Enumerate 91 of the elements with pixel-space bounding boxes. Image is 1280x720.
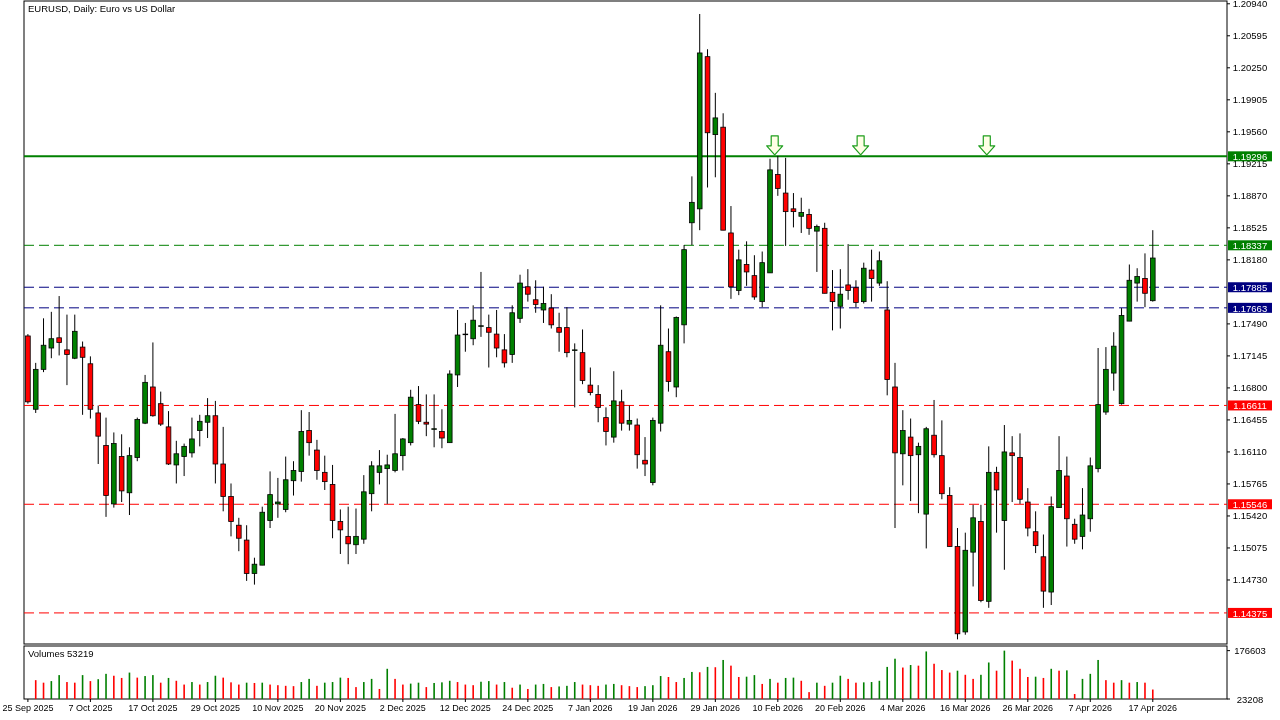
x-tick-label: 26 Mar 2026 xyxy=(1002,703,1054,713)
x-tick-label: 24 Dec 2025 xyxy=(502,703,554,713)
candlestick xyxy=(345,506,351,565)
candlestick xyxy=(337,508,344,555)
x-tick-label: 4 Mar 2026 xyxy=(880,703,926,713)
x-tick-label: 19 Jan 2026 xyxy=(628,703,678,713)
candlestick xyxy=(64,314,70,386)
x-tick-label: 2 Dec 2025 xyxy=(379,703,426,713)
y-tick-label: 1.15075 xyxy=(1232,542,1268,554)
y-tick-label: 23208 xyxy=(1236,693,1264,705)
y-tick-label: 1.15420 xyxy=(1232,510,1268,522)
candlestick xyxy=(236,517,242,552)
x-tick-label: 7 Apr 2026 xyxy=(1068,703,1113,713)
candlestick xyxy=(900,409,906,486)
y-tick-label: 1.19905 xyxy=(1232,94,1268,106)
candlestick xyxy=(775,155,781,197)
y-tick-label: 1.16110 xyxy=(1233,446,1267,458)
candlestick xyxy=(439,408,445,449)
y-tick-label: 1.20250 xyxy=(1232,62,1268,74)
ref-line-label: 1.18337 xyxy=(1232,239,1268,251)
y-tick-label: 1.17490 xyxy=(1232,318,1268,330)
x-tick-label: 20 Feb 2026 xyxy=(815,703,866,713)
x-tick-label: 29 Jan 2026 xyxy=(690,703,741,713)
candlestick xyxy=(751,254,758,301)
candlestick xyxy=(392,413,398,473)
ref-line-label: 1.14375 xyxy=(1232,607,1268,619)
candlestick xyxy=(353,508,359,555)
candlestick xyxy=(431,393,437,448)
candlestick xyxy=(400,437,406,471)
y-tick-label: 1.18525 xyxy=(1232,222,1268,234)
candlestick xyxy=(845,243,851,301)
y-tick-label: 1.18870 xyxy=(1232,190,1268,202)
candlestick xyxy=(384,454,390,505)
candlestick xyxy=(478,271,484,338)
y-tick-label: 1.16800 xyxy=(1232,382,1268,394)
candlestick xyxy=(306,411,312,457)
y-tick-label: 1.17145 xyxy=(1232,350,1268,362)
y-tick-label: 1.19560 xyxy=(1232,126,1268,138)
candlestick xyxy=(290,460,297,497)
candlestick xyxy=(56,295,62,356)
x-tick-label: 10 Feb 2026 xyxy=(752,703,804,713)
candlestick xyxy=(1009,435,1015,503)
candlestick xyxy=(470,304,476,346)
y-tick-label: 1.16455 xyxy=(1232,414,1268,426)
x-tick-label: 17 Apr 2026 xyxy=(1128,703,1178,713)
ref-line-label: 1.15546 xyxy=(1232,498,1268,510)
candlestick xyxy=(486,314,492,368)
y-tick-label: 176603 xyxy=(1234,645,1266,657)
x-tick-label: 16 Mar 2026 xyxy=(940,703,991,713)
ref-line-label: 1.17663 xyxy=(1232,302,1268,314)
x-tick-label: 17 Oct 2025 xyxy=(128,703,178,713)
y-tick-label: 1.14730 xyxy=(1232,574,1268,586)
candlestick xyxy=(1032,510,1039,554)
candlestick xyxy=(806,208,812,236)
candlestick xyxy=(853,279,859,308)
y-tick-label: 1.18180 xyxy=(1232,254,1268,266)
ref-line-label: 1.16611 xyxy=(1233,399,1267,411)
y-tick-label: 1.15765 xyxy=(1232,478,1268,490)
chart-title: Volumes 53219 xyxy=(28,648,94,659)
candlestick xyxy=(189,417,195,458)
chart-title: EURUSD, Daily: Euro vs US Dollar xyxy=(28,3,176,14)
y-tick-label: 1.20595 xyxy=(1232,30,1268,42)
x-tick-label: 10 Nov 2025 xyxy=(252,703,304,713)
candlestick xyxy=(587,367,594,396)
candlestick xyxy=(275,477,281,519)
candlestick xyxy=(525,268,531,303)
candlestick xyxy=(1134,267,1140,303)
candlestick xyxy=(798,197,805,234)
candlestick xyxy=(181,443,187,477)
ref-line-label: 1.17885 xyxy=(1232,281,1268,293)
candlestick xyxy=(423,393,430,437)
candlestick xyxy=(493,309,500,358)
x-tick-label: 25 Sep 2025 xyxy=(2,703,54,713)
x-tick-label: 7 Jan 2026 xyxy=(568,703,613,713)
candlestick xyxy=(197,414,203,447)
candlestick xyxy=(1142,252,1148,308)
candlestick xyxy=(603,406,609,446)
x-tick-label: 20 Nov 2025 xyxy=(314,703,366,713)
x-tick-label: 29 Oct 2025 xyxy=(190,703,240,713)
candlestick xyxy=(95,405,101,465)
y-tick-label: 1.20940 xyxy=(1232,0,1268,10)
x-tick-label: 7 Oct 2025 xyxy=(68,703,113,713)
candlestick xyxy=(322,455,328,491)
candlestick xyxy=(314,439,320,481)
candlestick xyxy=(556,312,562,353)
candlestick xyxy=(501,333,508,368)
candlestick xyxy=(548,293,555,330)
candlestick xyxy=(642,436,648,477)
x-tick-label: 12 Dec 2025 xyxy=(439,703,491,713)
candlestick xyxy=(571,342,578,408)
candlestick xyxy=(743,240,750,287)
